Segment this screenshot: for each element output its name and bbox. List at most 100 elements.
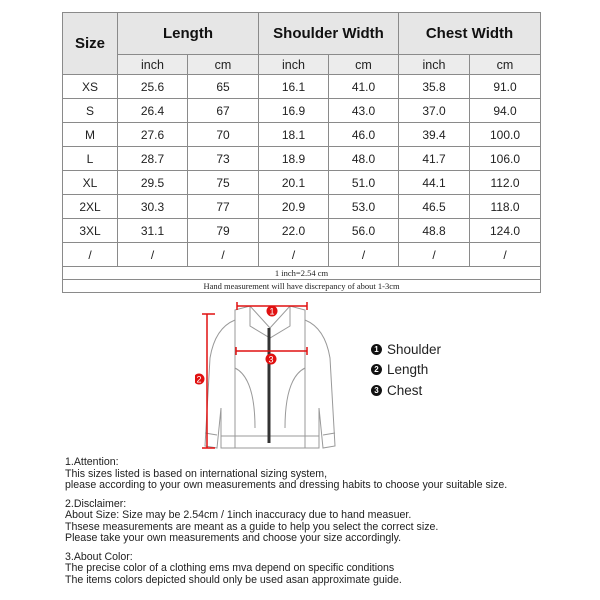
- table-cell: 25.6: [117, 74, 188, 99]
- note-title: 1.Attention:: [65, 456, 119, 468]
- unit: cm: [328, 54, 399, 75]
- table-cell: 37.0: [398, 98, 470, 123]
- table-cell: 75: [187, 170, 259, 195]
- table-cell: /: [328, 242, 399, 267]
- unit: inch: [398, 54, 470, 75]
- notes-section: 1.Attention: This sizes listed is based o…: [65, 456, 508, 593]
- size-label: XS: [62, 74, 118, 99]
- table-cell: 44.1: [398, 170, 470, 195]
- table-cell: /: [187, 242, 259, 267]
- table-cell: 26.4: [117, 98, 188, 123]
- note-title: 3.About Color:: [65, 550, 133, 563]
- table-cell: 28.7: [117, 146, 188, 171]
- note-title: 2.Disclaimer:: [65, 497, 127, 510]
- table-row: M 27.6 70 18.1 46.0 39.4 100.0: [62, 122, 542, 147]
- svg-text:2: 2: [196, 375, 201, 385]
- table-row: XS 25.6 65 16.1 41.0 35.8 91.0: [62, 74, 542, 99]
- header-row: Size Length Shoulder Width Chest Width: [62, 12, 542, 75]
- table-cell: 94.0: [468, 98, 542, 123]
- legend-item-chest: 3 Chest: [371, 380, 441, 401]
- legend-label: Chest: [387, 382, 423, 398]
- unit: cm: [468, 54, 542, 75]
- table-cell: 100.0: [468, 122, 542, 147]
- svg-text:3: 3: [268, 355, 273, 365]
- table-cell: 35.8: [398, 74, 470, 99]
- table-cell: 27.6: [117, 122, 188, 147]
- table-cell: 77: [187, 194, 259, 219]
- table-cell: 51.0: [328, 170, 399, 195]
- jacket-outline-icon: [204, 305, 336, 449]
- header-chest-width: Chest Width: [397, 12, 542, 55]
- header-length: Length: [117, 12, 259, 55]
- table-row: S 26.4 67 16.9 43.0 37.0 94.0: [62, 98, 542, 123]
- table-cell: 16.9: [258, 98, 329, 123]
- table-cell: /: [468, 242, 542, 267]
- table-cell: 79: [187, 218, 259, 243]
- table-cell: 29.5: [117, 170, 188, 195]
- table-cell: 48.8: [398, 218, 470, 243]
- table-cell: 16.1: [258, 74, 329, 99]
- table-cell: 112.0: [468, 170, 542, 195]
- note-block: 2.Disclaimer: About Size: Size may be 2.5…: [65, 497, 507, 545]
- table-cell: 41.7: [398, 146, 470, 171]
- note-line: About Size: Size may be 2.54cm / 1inch i…: [65, 509, 412, 521]
- number-1-icon: 1: [371, 343, 382, 355]
- table-cell: 48.0: [328, 146, 399, 171]
- table-cell: 39.4: [398, 122, 470, 147]
- table-cell: 18.1: [258, 122, 329, 147]
- number-3-icon: 3: [371, 384, 382, 396]
- table-cell: 46.5: [398, 194, 470, 219]
- table-cell: 118.0: [468, 194, 542, 219]
- table-cell: /: [117, 242, 188, 267]
- table-cell: 56.0: [328, 218, 399, 243]
- size-label: L: [62, 146, 118, 171]
- legend-label: Length: [387, 362, 429, 378]
- header-size: Size: [62, 12, 118, 75]
- legend-item-shoulder: 1 Shoulder: [371, 339, 441, 360]
- size-label: 2XL: [62, 194, 118, 219]
- note-line: Thsese measurements are meant as a guide…: [65, 520, 439, 533]
- table-row: / / / / / / /: [62, 242, 542, 267]
- note-block: 3.About Color: The precise color of a clo…: [65, 550, 507, 587]
- table-cell: 31.1: [117, 218, 188, 243]
- table-cell: 18.9: [258, 146, 329, 171]
- table-cell: 22.0: [258, 218, 329, 243]
- size-label: M: [62, 122, 118, 147]
- marker-3: 3: [265, 353, 277, 365]
- table-cell: 20.1: [258, 170, 329, 195]
- table-cell: 43.0: [328, 98, 399, 123]
- size-label: S: [62, 98, 118, 123]
- table-cell: 41.0: [328, 74, 399, 99]
- note-line: please according to your own measurement…: [65, 479, 508, 491]
- table-row: XL 29.5 75 20.1 51.0 44.1 112.0: [62, 170, 542, 195]
- note-line: The precise color of a clothing ems mva …: [65, 562, 395, 574]
- legend-item-length: 2 Length: [371, 360, 441, 381]
- table-cell: 124.0: [468, 218, 542, 243]
- unit: cm: [187, 54, 259, 75]
- table-cell: 67: [187, 98, 259, 123]
- table-row: 2XL 30.3 77 20.9 53.0 46.5 118.0: [62, 194, 542, 219]
- size-label: 3XL: [62, 218, 118, 243]
- number-2-icon: 2: [371, 364, 382, 376]
- discrepancy-note: Hand measurement will have discrepancy o…: [61, 279, 542, 293]
- marker-1: 1: [266, 305, 278, 317]
- size-chart-table: Size Length Shoulder Width Chest Width i…: [61, 12, 542, 293]
- unit: inch: [258, 54, 329, 75]
- marker-2: 2: [195, 373, 205, 385]
- svg-text:1: 1: [269, 307, 274, 317]
- size-label: XL: [62, 170, 118, 195]
- table-cell: /: [398, 242, 470, 267]
- unit: inch: [117, 54, 188, 75]
- table-cell: 53.0: [328, 194, 399, 219]
- note-line: This sizes listed is based on internatio…: [65, 467, 328, 480]
- conversion-note: 1 inch=2.54 cm: [61, 266, 542, 280]
- units-row: inch cm inch cm inch cm: [63, 54, 542, 75]
- table-cell: 46.0: [328, 122, 399, 147]
- table-row: L 28.7 73 18.9 48.0 41.7 106.0: [62, 146, 542, 171]
- header-shoulder-width: Shoulder Width: [258, 12, 399, 55]
- diagram-legend: 1 Shoulder 2 Length 3 Chest: [371, 339, 441, 401]
- measure-lines: [202, 302, 308, 449]
- table-cell: 20.9: [258, 194, 329, 219]
- size-label: /: [62, 242, 118, 267]
- jacket-diagram: 1 2 3: [195, 302, 336, 449]
